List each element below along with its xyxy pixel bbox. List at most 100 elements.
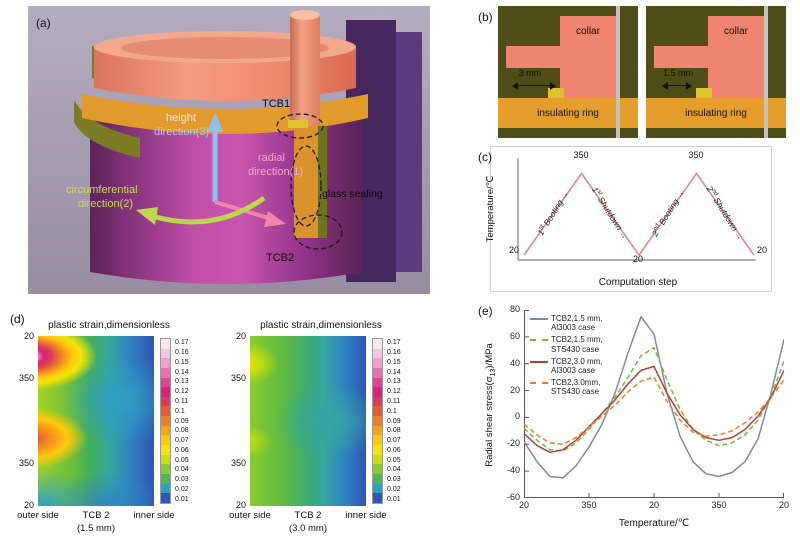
colorbar-cell xyxy=(373,377,382,388)
tcb1-tube-top xyxy=(290,10,320,20)
colorbar-cell xyxy=(161,493,170,503)
3d-render xyxy=(28,6,430,294)
y-tick-label: 20 xyxy=(235,331,246,341)
panel-e: (e) Radial shear stress(σ13)/MPa 80 60 4… xyxy=(478,298,800,544)
colorbar-cell xyxy=(373,358,382,368)
dimension-arrow xyxy=(662,82,692,90)
colorbar-cell xyxy=(373,425,382,436)
valley-label: 20 xyxy=(508,245,519,255)
colorbar-cell xyxy=(373,464,382,474)
colorbar-cell xyxy=(373,473,382,484)
legend-label: TCB2,3.0 mm, xyxy=(551,356,603,366)
y-tick-label: -60 xyxy=(506,492,520,502)
legend-line-sample xyxy=(530,360,548,363)
colorbar-tick-label: 0.08 xyxy=(175,427,189,435)
colorbar-tick-label: 0.08 xyxy=(387,427,401,435)
direction3-label: direction(3) xyxy=(154,126,210,138)
legend-line-sample xyxy=(530,318,548,320)
valley-label: 20 xyxy=(632,254,643,264)
colorbar-tick-label: 0.09 xyxy=(175,417,189,425)
y-tick-label: 20 xyxy=(235,500,246,510)
colorbar-cell xyxy=(373,367,382,378)
x-tick-label: TCB 2 xyxy=(294,510,322,521)
schematic-1.5mm: insulating ring collar 1.5 mm xyxy=(646,6,786,138)
colorbar-cell xyxy=(161,377,170,388)
tcb2-marker xyxy=(293,214,343,250)
colorbar-cell xyxy=(161,425,170,436)
x-tick-label: inner side xyxy=(345,510,387,521)
collar-inner-face xyxy=(121,37,329,59)
colorbar-tick-label: 0.14 xyxy=(387,368,401,376)
colorbar-tick-label: 0.12 xyxy=(387,388,401,396)
panel-label-d: (d) xyxy=(10,312,25,326)
wall-line xyxy=(616,6,620,138)
colorbar-labels: 0.17 0.16 0.15 0.14 0.13 0.12 0.11 0.1 0.09 0.08 0… xyxy=(173,338,199,504)
circumferential-direction-arrow xyxy=(151,195,266,225)
radial-arrow-head xyxy=(264,211,286,227)
x-tick-label: inner side xyxy=(133,510,175,521)
tcb-glass xyxy=(548,88,564,98)
colorbar-tick-label: 0.17 xyxy=(175,339,189,347)
sealing-green-strip xyxy=(318,126,327,238)
x-tick-label: 20 xyxy=(648,500,659,510)
green-flange xyxy=(74,100,140,158)
y-tick-label: 0 xyxy=(514,411,520,421)
colorbar-cell xyxy=(161,387,170,397)
direction2-label: direction(2) xyxy=(78,198,134,210)
insulating-ring: insulating ring xyxy=(498,98,638,128)
panel-label-e: (e) xyxy=(478,304,493,318)
colorbar-tick-label: 0.13 xyxy=(387,378,401,386)
stress-series-2 xyxy=(524,365,784,454)
colorbar-cell xyxy=(373,339,382,349)
gap-dimension-label: 3 mm xyxy=(518,68,542,78)
x-tick-label: 350 xyxy=(711,500,727,510)
glass-sealing-label: glass sealing xyxy=(322,188,383,200)
colorbar-cell xyxy=(373,435,382,446)
stress-series-3 xyxy=(524,376,784,446)
y-tick-label: 20 xyxy=(23,331,34,341)
colorbar-tick-label: 0.11 xyxy=(387,397,401,405)
panel-label-c: (c) xyxy=(478,150,492,164)
colorbar-tick-label: 0.02 xyxy=(175,485,189,493)
colorbar-cell xyxy=(373,348,382,359)
colorbar-cell xyxy=(161,396,170,407)
y-tick-label: 80 xyxy=(509,304,520,314)
y-tick-label: 350 xyxy=(230,373,246,383)
panel-c: (c) Temperature/℃ 350 350 20 20 20 1stBo… xyxy=(478,146,774,296)
colorbar-tick-label: 0.03 xyxy=(175,476,189,484)
sealing-column xyxy=(294,126,318,238)
plot-frame xyxy=(490,146,772,292)
colorbar-tick-label: 0.06 xyxy=(387,446,401,454)
colorbar-tick-label: 0.09 xyxy=(387,417,401,425)
contour-title-1: plastic strain,dimensionless xyxy=(48,320,170,331)
legend-item: TCB2,3.0mm, STS430 case xyxy=(530,378,603,396)
panel-a: (a) height direction(3) circumferential … xyxy=(28,6,430,296)
legend-line-sample xyxy=(530,382,548,385)
colorbar-cell xyxy=(161,416,170,426)
x-axis-label: Computation step xyxy=(598,277,678,288)
stress-series-0 xyxy=(524,315,784,479)
x-tick-label: outer side xyxy=(17,510,59,521)
legend-label: STS430 case xyxy=(551,344,600,354)
dimension-arrow xyxy=(512,82,556,90)
colorbar-cell xyxy=(161,445,170,455)
colorbar-tick-label: 0.02 xyxy=(387,485,401,493)
panel-b: (b) insulating ring collar 3 mm insulati… xyxy=(478,2,800,144)
colorbar-tick-label: 0.04 xyxy=(175,466,189,474)
legend-label: Al3003 case xyxy=(551,365,596,375)
y-tick-label: 40 xyxy=(509,358,520,368)
legend-label: TCB2,1.5 mm, xyxy=(551,335,603,345)
colorbar-tick-label: 0.07 xyxy=(387,437,401,445)
insulating-ring: insulating ring xyxy=(646,98,786,128)
colorbar-cell xyxy=(161,358,170,368)
legend-item: TCB2,1.5 mm, Al3003 case xyxy=(530,314,603,332)
colorbar-tick-label: 0.1 xyxy=(387,407,397,415)
colorbar-tick-label: 0.12 xyxy=(175,388,189,396)
y-tick-label: -20 xyxy=(506,438,520,448)
colorbar-cell xyxy=(373,445,382,455)
colorbar-tick-label: 0.07 xyxy=(175,437,189,445)
legend-label: TCB2,1.5 mm, xyxy=(551,314,603,323)
x-tick-label: 20 xyxy=(518,500,529,510)
colorbar-tick-label: 0.06 xyxy=(175,446,189,454)
